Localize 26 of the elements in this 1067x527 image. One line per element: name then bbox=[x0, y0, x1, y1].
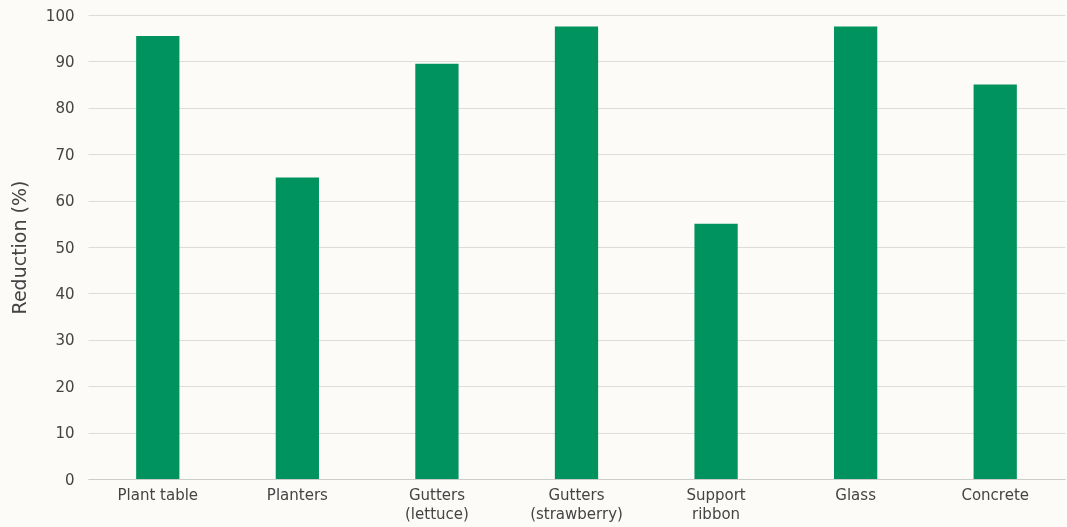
x-tick-label: Gutters (strawberry) bbox=[530, 485, 623, 523]
y-tick-label: 40 bbox=[55, 284, 75, 303]
x-tick-label: Glass bbox=[835, 485, 877, 504]
x-tick-label: Gutters (lettuce) bbox=[405, 485, 469, 523]
y-tick-label: 50 bbox=[55, 238, 75, 257]
x-tick-label: Concrete bbox=[961, 485, 1030, 504]
y-tick-label: 80 bbox=[55, 99, 75, 118]
y-tick-label: 30 bbox=[55, 331, 75, 350]
bar bbox=[554, 26, 599, 479]
bar bbox=[415, 63, 459, 479]
y-axis-title: Reduction (%) bbox=[7, 180, 30, 315]
bar bbox=[275, 177, 319, 479]
y-tick-label: 0 bbox=[64, 470, 75, 489]
y-tick-label: 90 bbox=[55, 52, 75, 71]
x-tick-label: Planters bbox=[266, 485, 329, 504]
x-tick-label: Plant table bbox=[117, 485, 199, 504]
bar bbox=[834, 26, 878, 479]
bar bbox=[973, 84, 1017, 479]
y-tick-label: 60 bbox=[55, 192, 75, 211]
y-tick-label: 70 bbox=[55, 145, 75, 164]
y-tick-label: 10 bbox=[55, 424, 75, 443]
x-tick-label: Support ribbon bbox=[686, 485, 746, 523]
bar bbox=[694, 223, 738, 479]
y-tick-label: 100 bbox=[45, 6, 75, 25]
bar bbox=[136, 35, 180, 479]
y-tick-label: 20 bbox=[55, 377, 75, 396]
